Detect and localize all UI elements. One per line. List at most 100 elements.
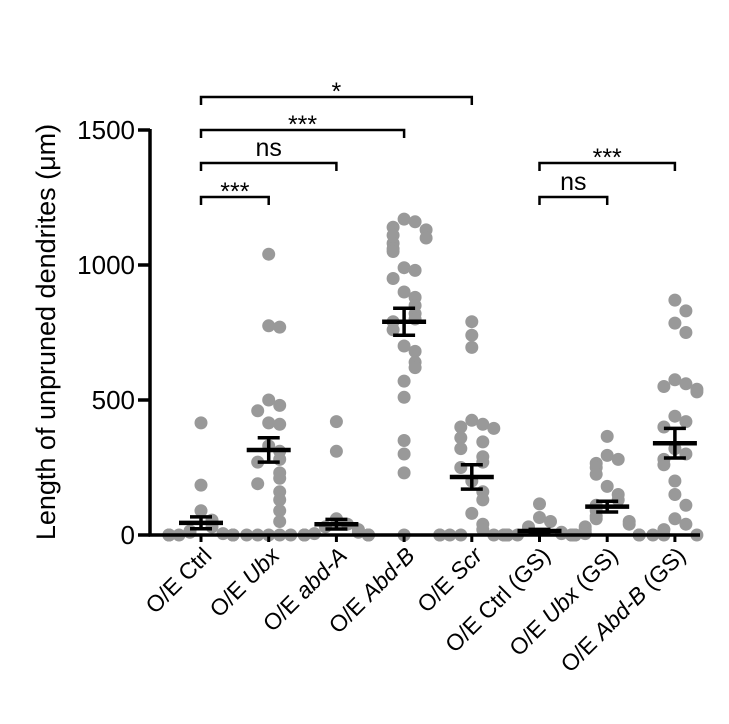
data-point	[194, 504, 208, 518]
data-point	[668, 512, 682, 526]
data-point	[397, 374, 411, 388]
data-point	[397, 339, 411, 353]
significance-bracket	[538, 195, 609, 205]
data-point	[668, 409, 682, 423]
data-point	[273, 398, 287, 412]
data-point	[273, 471, 287, 485]
data-point	[408, 263, 422, 277]
data-point	[679, 326, 693, 339]
data-point	[544, 515, 557, 528]
x-label-suffix: (GS)	[565, 542, 622, 599]
data-point	[397, 447, 411, 461]
data-point	[690, 385, 704, 399]
data-point	[262, 416, 276, 430]
data-point	[454, 420, 468, 434]
data-point	[679, 498, 693, 512]
data-point	[273, 504, 287, 518]
data-point	[273, 493, 287, 507]
data-point	[251, 404, 265, 418]
data-point	[386, 323, 400, 337]
data-point	[465, 340, 479, 354]
data-point	[465, 315, 479, 329]
data-point	[262, 319, 276, 333]
data-point	[465, 413, 479, 427]
data-point	[397, 212, 411, 226]
data-point	[611, 452, 625, 466]
significance-label: ***	[288, 111, 317, 139]
y-tick-label: 1000	[77, 250, 135, 280]
data-point	[194, 416, 208, 430]
data-point	[476, 417, 490, 431]
significance-label: ***	[593, 144, 622, 172]
significance-bracket	[199, 95, 474, 105]
y-tick-label: 1500	[77, 115, 135, 145]
data-point	[454, 431, 468, 445]
data-point	[679, 415, 693, 429]
significance-bracket	[199, 128, 406, 138]
data-point	[476, 455, 490, 469]
data-point	[194, 478, 208, 492]
significance-brackets: ****ns******ns	[199, 78, 677, 206]
data-point	[679, 377, 693, 391]
data-point	[397, 390, 411, 404]
y-tick-label: 0	[121, 520, 135, 550]
data-point	[589, 512, 603, 526]
data-point	[657, 380, 671, 393]
data-point	[397, 466, 411, 480]
data-point	[273, 515, 287, 528]
x-category-label: O/E Abd-B (GS)	[555, 542, 690, 677]
data-point	[419, 231, 433, 245]
data-point	[408, 344, 422, 358]
data-point	[465, 506, 479, 520]
data-point	[668, 293, 682, 307]
data-point	[589, 467, 603, 481]
data-point	[668, 488, 682, 501]
significance-label: ns	[560, 168, 586, 196]
y-axis-label: Length of unpruned dendrites (μm)	[31, 124, 61, 540]
data-point	[600, 479, 614, 493]
data-point	[408, 361, 422, 375]
data-point	[657, 458, 671, 472]
x-label-suffix: (GS)	[633, 542, 690, 599]
data-point	[262, 393, 276, 407]
data-point	[454, 461, 468, 474]
data-point	[262, 247, 276, 261]
significance-bracket	[538, 161, 677, 171]
data-point	[679, 517, 693, 531]
data-point	[386, 245, 400, 258]
data-points-layer	[162, 212, 704, 542]
data-point	[533, 497, 546, 511]
x-label-suffix: (GS)	[498, 542, 555, 599]
data-point	[329, 444, 343, 458]
data-point	[679, 304, 693, 318]
data-point	[668, 474, 682, 488]
data-point	[476, 493, 490, 507]
x-label-gene: abd-A	[290, 542, 352, 604]
data-point	[487, 421, 501, 435]
data-point	[465, 328, 479, 342]
data-point	[668, 316, 682, 330]
x-category-label: O/E Ctrl	[140, 542, 216, 618]
data-point	[329, 415, 343, 429]
significance-label: *	[332, 78, 342, 106]
significance-label: ***	[220, 178, 249, 206]
data-point	[386, 272, 400, 285]
data-point	[397, 261, 411, 275]
data-point	[408, 215, 422, 229]
significance-label: ns	[255, 134, 281, 162]
data-point	[668, 373, 682, 387]
data-point	[600, 429, 614, 443]
significance-bracket	[199, 195, 270, 205]
data-point	[397, 434, 411, 447]
mean-sem-layer	[179, 306, 697, 535]
data-point	[600, 448, 614, 462]
y-ticks: 0 500 1000 1500	[77, 115, 677, 550]
data-point	[273, 417, 287, 431]
data-point	[397, 285, 411, 299]
data-point	[533, 511, 546, 524]
y-tick-label: 500	[92, 385, 135, 415]
data-point	[454, 442, 468, 456]
data-point	[622, 517, 636, 531]
